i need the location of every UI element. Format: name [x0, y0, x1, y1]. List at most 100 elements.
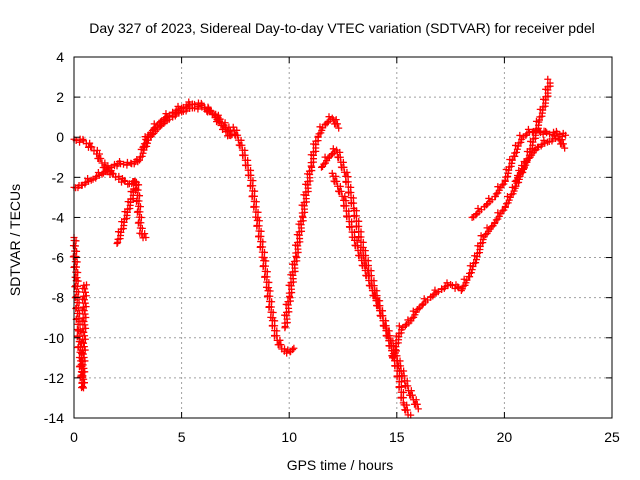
- data-point: [302, 188, 310, 196]
- data-point: [377, 312, 385, 320]
- y-tick-label: 2: [56, 89, 64, 105]
- data-point: [312, 137, 320, 145]
- data-point: [345, 189, 353, 197]
- data-point: [80, 384, 88, 392]
- data-point: [335, 188, 343, 196]
- data-point: [508, 156, 516, 164]
- data-point: [540, 136, 548, 144]
- data-point: [75, 299, 83, 307]
- data-point: [298, 209, 306, 217]
- data-point: [162, 110, 170, 118]
- data-point: [98, 170, 106, 178]
- data-point: [86, 139, 94, 147]
- data-point: [300, 199, 308, 207]
- data-point: [80, 292, 88, 300]
- data-point: [526, 145, 534, 153]
- data-point: [536, 113, 544, 121]
- data-point: [284, 298, 292, 306]
- data-point: [132, 197, 140, 205]
- data-point: [492, 216, 500, 224]
- data-point: [248, 193, 256, 201]
- data-point: [95, 154, 103, 162]
- x-tick-label: 15: [389, 429, 405, 445]
- data-point: [74, 268, 82, 276]
- x-tick-label: 25: [604, 429, 620, 445]
- data-point: [93, 146, 101, 154]
- data-point: [108, 169, 116, 177]
- data-point: [80, 375, 88, 383]
- data-point: [81, 332, 89, 340]
- data-point: [245, 172, 253, 180]
- data-point: [516, 131, 524, 139]
- data-point: [554, 134, 562, 142]
- data-point: [542, 127, 550, 135]
- data-point: [283, 349, 291, 357]
- data-point: [549, 131, 557, 139]
- data-point: [119, 160, 127, 168]
- data-point: [250, 203, 258, 211]
- data-point: [263, 293, 271, 301]
- data-point: [507, 191, 515, 199]
- data-point: [270, 332, 278, 340]
- data-point: [340, 202, 348, 210]
- data-point: [315, 130, 323, 138]
- data-point: [334, 153, 342, 161]
- data-point: [472, 211, 480, 219]
- data-point: [80, 281, 88, 289]
- data-point: [255, 233, 263, 241]
- data-point: [414, 405, 422, 413]
- y-tick-label: -14: [44, 410, 64, 426]
- data-point: [139, 149, 147, 157]
- data-point: [389, 350, 397, 358]
- data-point: [513, 174, 521, 182]
- data-point: [79, 314, 87, 322]
- y-tick-label: -6: [52, 250, 65, 266]
- data-point: [133, 208, 141, 216]
- data-point: [182, 103, 190, 111]
- data-point: [359, 262, 367, 270]
- data-point: [297, 217, 305, 225]
- data-point: [338, 164, 346, 172]
- data-point: [395, 362, 403, 370]
- data-point: [81, 288, 89, 296]
- data-point: [81, 310, 89, 318]
- data-point: [293, 238, 301, 246]
- data-point: [468, 266, 476, 274]
- data-points: [69, 75, 570, 419]
- data-point: [548, 137, 556, 145]
- data-point: [459, 282, 467, 290]
- data-point: [78, 379, 86, 387]
- y-tick-label: -8: [52, 290, 65, 306]
- data-point: [140, 140, 148, 148]
- data-point: [515, 139, 523, 147]
- data-point: [237, 136, 245, 144]
- data-point: [412, 396, 420, 404]
- data-point: [256, 243, 264, 251]
- data-point: [69, 253, 77, 261]
- data-point: [492, 190, 500, 198]
- data-point: [341, 192, 349, 200]
- data-point: [232, 131, 240, 139]
- data-point: [79, 135, 87, 143]
- data-point: [470, 259, 478, 267]
- data-point: [290, 344, 298, 352]
- data-point: [281, 319, 289, 327]
- data-point: [127, 195, 135, 203]
- data-point: [78, 368, 86, 376]
- data-point: [465, 273, 473, 281]
- data-point: [233, 126, 241, 134]
- data-point: [287, 279, 295, 287]
- data-point: [369, 292, 377, 300]
- data-point: [117, 225, 125, 233]
- y-tick-label: -10: [44, 330, 64, 346]
- data-point: [488, 223, 496, 231]
- data-point: [242, 162, 250, 170]
- data-point: [220, 121, 228, 129]
- data-point: [522, 131, 530, 139]
- data-point: [415, 305, 423, 313]
- y-tick-label: 0: [56, 129, 64, 145]
- x-tick-label: 20: [497, 429, 513, 445]
- x-tick-label: 5: [178, 429, 186, 445]
- data-point: [395, 383, 403, 391]
